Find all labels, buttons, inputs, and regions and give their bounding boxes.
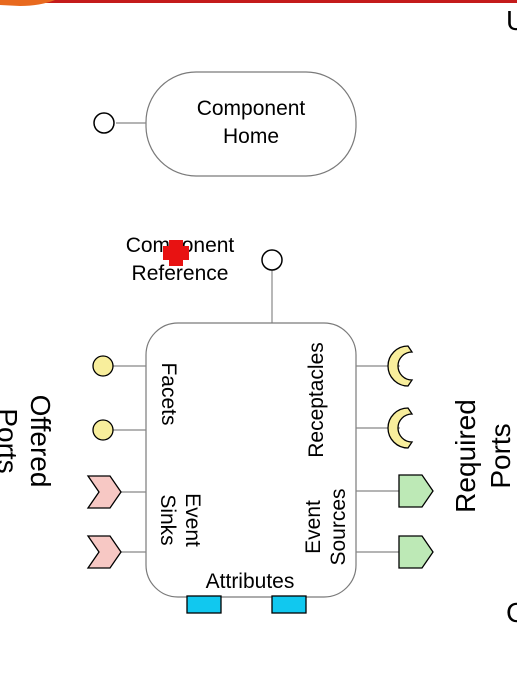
top-left-mark: [0, 0, 55, 6]
receptacles-label: Receptacles: [305, 342, 328, 458]
event-sources-label-line1: Event: [302, 500, 325, 554]
offered-ports-label-line1: Offered: [25, 395, 56, 488]
event-sources-ports: [356, 474, 434, 569]
component-reference: Component Reference: [126, 234, 283, 323]
event-source-icon: [398, 474, 434, 508]
facet-icon: [92, 355, 114, 377]
facets-ports: [92, 355, 146, 441]
reference-label-line2: Reference: [132, 262, 229, 285]
attributes-ports: Attributes: [186, 570, 307, 614]
home-label-line1: Component: [197, 97, 306, 120]
component-home: Component Home: [93, 71, 357, 177]
required-ports-label-line2: Ports: [485, 423, 516, 488]
attribute-icon: [271, 595, 307, 614]
top-bar: [0, 0, 517, 3]
reference-port-circle: [261, 249, 283, 271]
event-sinks-label-line2: Sinks: [156, 494, 179, 545]
receptacle-icon: [387, 407, 414, 449]
receptacles-ports: [356, 345, 414, 449]
home-label-line2: Home: [223, 125, 279, 148]
edge-glyph-top: U: [506, 5, 517, 36]
facet-icon: [92, 419, 114, 441]
event-sources-label-line2: Sources: [327, 488, 350, 565]
event-sinks-ports: [86, 475, 146, 569]
home-port-circle: [93, 112, 115, 134]
event-sink-icon: [86, 475, 122, 509]
event-sink-icon: [86, 535, 122, 569]
receptacle-icon: [387, 345, 414, 387]
event-sinks-label-line1: Event: [181, 493, 204, 547]
component-body: [145, 322, 357, 598]
facets-label: Facets: [157, 362, 180, 425]
attributes-label: Attributes: [206, 570, 295, 593]
attribute-icon: [186, 595, 222, 614]
event-source-icon: [398, 535, 434, 569]
required-ports-label-line1: Required: [450, 399, 481, 513]
offered-ports-label-line2: Ports: [0, 408, 23, 473]
edge-glyph-bottom: C: [506, 597, 517, 628]
cursor-cross-icon: [163, 240, 189, 266]
